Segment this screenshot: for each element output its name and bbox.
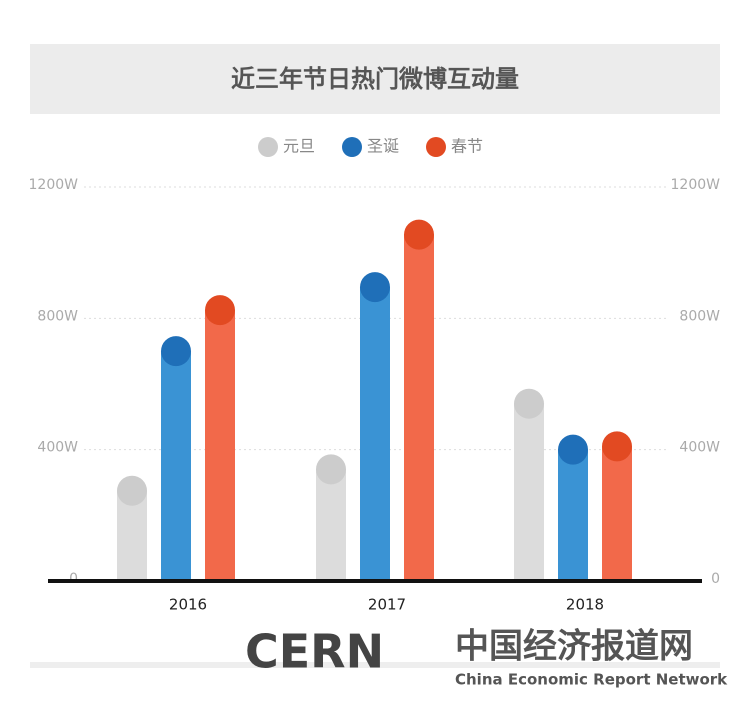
y-tick-label: 400W — [37, 440, 78, 456]
y2-tick-label: 400W — [679, 440, 720, 456]
bar — [404, 234, 434, 581]
bar-cap — [205, 295, 235, 326]
chart-title: 近三年节日热门微博互动量 — [231, 65, 519, 93]
title-band — [30, 44, 720, 114]
bar — [360, 287, 390, 581]
bar-cap — [558, 434, 588, 465]
footer-band — [30, 662, 720, 668]
footer-name: 中国经济报道网 — [455, 627, 693, 667]
bar — [316, 469, 346, 581]
x-tick-label: 2017 — [368, 596, 406, 614]
bar — [205, 310, 235, 581]
bar-cap — [602, 431, 632, 462]
footer-logo: CERN — [245, 625, 384, 679]
x-tick-label: 2018 — [566, 596, 604, 614]
y2-tick-label: 0 — [711, 571, 720, 587]
legend-marker — [258, 137, 278, 157]
legend-marker — [426, 137, 446, 157]
footer-name-en: China Economic Report Network — [455, 671, 728, 689]
x-tick-label: 2016 — [169, 596, 207, 614]
bar — [602, 446, 632, 581]
bar-cap — [316, 454, 346, 485]
legend-label: 圣诞 — [367, 137, 399, 156]
bar — [514, 403, 544, 581]
legend-marker — [342, 137, 362, 157]
y2-tick-label: 1200W — [671, 177, 721, 193]
bar-cap — [360, 272, 390, 303]
bar — [117, 490, 147, 581]
bar-cap — [404, 219, 434, 250]
bar-cap — [161, 336, 191, 367]
bar — [161, 351, 191, 581]
y-tick-label: 800W — [37, 308, 78, 324]
bar — [558, 449, 588, 581]
y-tick-label: 1200W — [29, 177, 79, 193]
y2-tick-label: 800W — [679, 308, 720, 324]
legend-label: 元旦 — [283, 137, 315, 156]
legend-label: 春节 — [451, 137, 483, 156]
bar-cap — [117, 475, 147, 506]
bar-cap — [514, 388, 544, 419]
